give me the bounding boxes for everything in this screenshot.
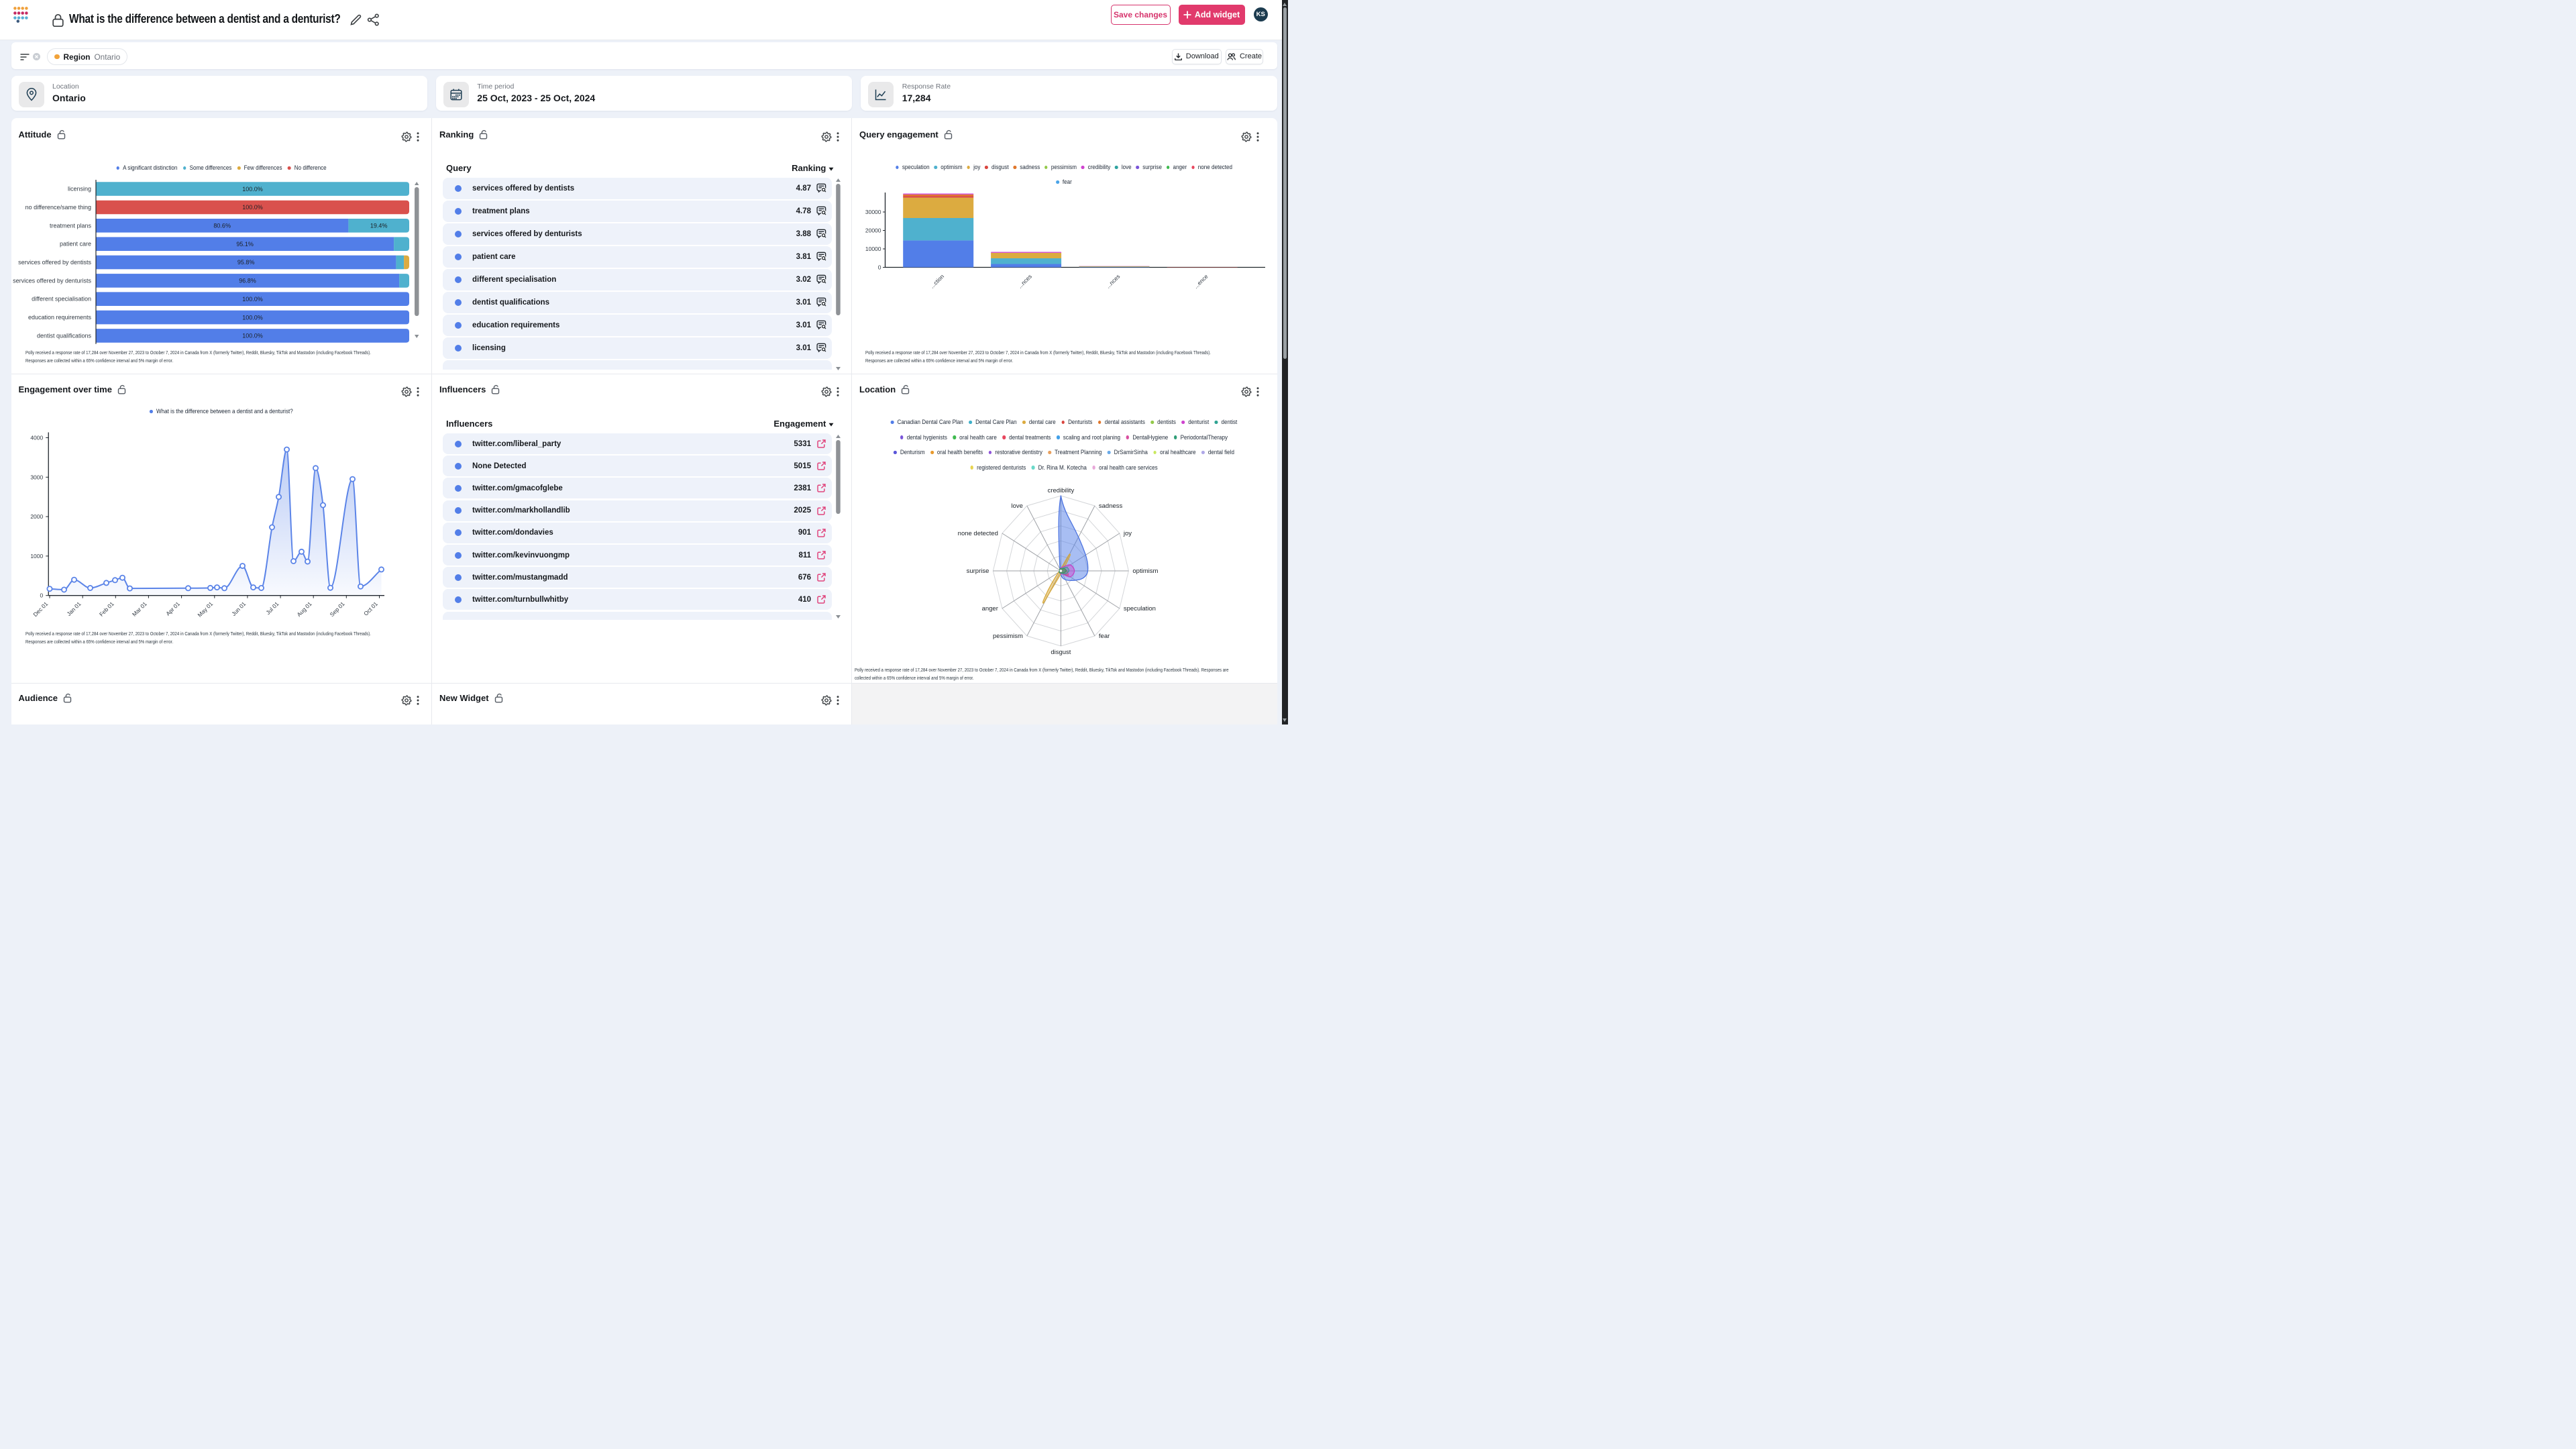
svg-text:pessimism: pessimism bbox=[993, 633, 1023, 640]
svg-text:100.0%: 100.0% bbox=[242, 296, 263, 303]
svg-text:20000: 20000 bbox=[865, 227, 881, 234]
svg-text:100.0%: 100.0% bbox=[242, 333, 263, 339]
svg-text:Sep 01: Sep 01 bbox=[328, 600, 345, 618]
svg-text:...ction: ...ction bbox=[928, 273, 945, 290]
svg-text:Apr 01: Apr 01 bbox=[164, 600, 181, 617]
svg-text:optimism: optimism bbox=[1132, 568, 1158, 575]
svg-text:Dec 01: Dec 01 bbox=[32, 600, 49, 618]
svg-text:services offered by denturists: services offered by denturists bbox=[13, 277, 91, 284]
svg-text:19.4%: 19.4% bbox=[370, 223, 387, 229]
svg-text:95.1%: 95.1% bbox=[236, 241, 254, 248]
svg-text:speculation: speculation bbox=[1123, 605, 1155, 612]
svg-text:fear: fear bbox=[1098, 633, 1109, 640]
svg-text:love: love bbox=[1011, 502, 1022, 510]
svg-text:0: 0 bbox=[877, 264, 881, 271]
svg-text:4000: 4000 bbox=[30, 435, 43, 441]
svg-text:different specialisation: different specialisation bbox=[32, 296, 91, 303]
svg-text:no difference/same thing: no difference/same thing bbox=[25, 204, 91, 211]
svg-text:surprise: surprise bbox=[966, 568, 989, 575]
svg-text:patient care: patient care bbox=[59, 241, 91, 248]
svg-text:10000: 10000 bbox=[865, 246, 881, 252]
svg-text:joy: joy bbox=[1122, 530, 1131, 537]
svg-text:Jan 01: Jan 01 bbox=[65, 600, 82, 617]
svg-text:disgust: disgust bbox=[1051, 649, 1071, 656]
svg-text:100.0%: 100.0% bbox=[242, 186, 263, 193]
svg-text:Jul 01: Jul 01 bbox=[264, 600, 280, 616]
svg-text:Oct 01: Oct 01 bbox=[362, 600, 379, 617]
svg-text:100.0%: 100.0% bbox=[242, 314, 263, 321]
svg-text:0: 0 bbox=[40, 592, 43, 599]
svg-text:none detected: none detected bbox=[957, 530, 998, 537]
svg-text:dentist qualifications: dentist qualifications bbox=[36, 332, 91, 339]
svg-text:Aug 01: Aug 01 bbox=[295, 600, 313, 618]
svg-text:licensing: licensing bbox=[67, 186, 91, 193]
svg-text:sadness: sadness bbox=[1098, 502, 1122, 510]
svg-text:95.8%: 95.8% bbox=[237, 259, 254, 266]
svg-text:80.6%: 80.6% bbox=[213, 223, 231, 229]
svg-text:services offered by dentists: services offered by dentists bbox=[18, 259, 91, 266]
svg-text:96.8%: 96.8% bbox=[239, 278, 256, 284]
svg-text:Mar 01: Mar 01 bbox=[131, 600, 148, 618]
svg-text:100.0%: 100.0% bbox=[242, 204, 263, 211]
svg-text:...ence: ...ence bbox=[1192, 273, 1209, 290]
svg-text:...nces: ...nces bbox=[1104, 273, 1121, 290]
svg-text:education requirements: education requirements bbox=[28, 314, 91, 321]
svg-text:May 01: May 01 bbox=[196, 600, 214, 619]
svg-text:Feb 01: Feb 01 bbox=[97, 600, 115, 618]
svg-text:anger: anger bbox=[981, 605, 998, 612]
svg-text:1000: 1000 bbox=[30, 553, 43, 559]
svg-text:...nces: ...nces bbox=[1016, 273, 1033, 290]
svg-text:30000: 30000 bbox=[865, 209, 881, 215]
svg-text:credibility: credibility bbox=[1047, 487, 1074, 494]
svg-text:2000: 2000 bbox=[30, 513, 43, 520]
svg-text:treatment plans: treatment plans bbox=[49, 222, 91, 229]
svg-text:3000: 3000 bbox=[30, 474, 43, 480]
svg-text:Jun 01: Jun 01 bbox=[230, 600, 247, 617]
